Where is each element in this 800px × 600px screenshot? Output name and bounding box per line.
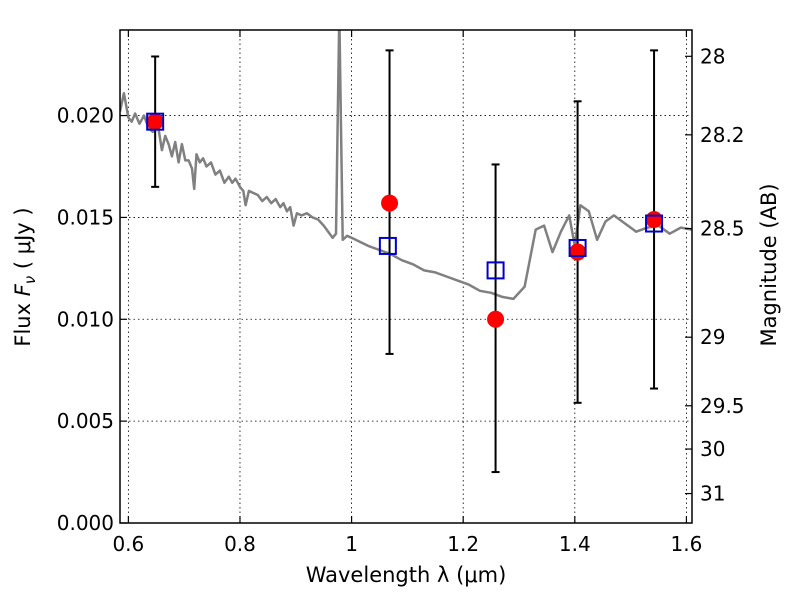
model-photometry-point: [645, 214, 664, 233]
observed-point: [569, 243, 587, 261]
y2-tick-label: 28.5: [700, 217, 745, 241]
model-photometry-points: [146, 112, 664, 280]
y2-tick-label: 28.2: [700, 123, 745, 147]
model-photometry-point: [486, 261, 505, 280]
model-spectrum: [120, 30, 692, 301]
x-tick-label: 1.4: [559, 532, 591, 556]
observed-point: [487, 310, 505, 328]
x-tick-label: 0.8: [224, 532, 256, 556]
y2-tick-label: 30: [700, 437, 725, 461]
y-tick-label: 0.015: [57, 205, 114, 229]
y2-axis-ticks: 28 28.2 28.5 29 29.5 30 31: [685, 44, 745, 506]
y-axis-label-suffix: ( μJy ): [11, 207, 35, 275]
y2-tick-label: 29: [700, 325, 725, 349]
y2-tick-label: 31: [700, 482, 725, 506]
y-tick-label: 0.010: [57, 307, 114, 331]
y-axis-label-prefix: Flux: [11, 296, 35, 346]
observed-point: [645, 210, 663, 228]
plot-area: [120, 30, 692, 523]
x-tick-label: 0.6: [112, 532, 144, 556]
y2-tick-label: 28: [700, 44, 725, 68]
y-tick-label: 0.000: [57, 511, 114, 535]
x-axis-ticks: 0.6 0.8 1 1.2 1.4 1.6: [112, 30, 702, 556]
y-axis-label-symbol: F: [11, 283, 35, 296]
x-tick-label: 1.2: [447, 532, 479, 556]
x-axis-label: Wavelength λ (μm): [306, 563, 507, 587]
x-tick-label: 1: [345, 532, 358, 556]
model-photometry-point: [146, 112, 165, 131]
y-tick-label: 0.005: [57, 409, 114, 433]
y-tick-label: 0.020: [57, 104, 114, 128]
model-photometry-point: [568, 238, 587, 257]
y2-axis-label: Magnitude (AB): [757, 183, 781, 346]
plot-frame: [119, 29, 693, 524]
y-axis-label: Flux Fν ( μJy ): [11, 207, 39, 346]
observed-point: [381, 194, 399, 212]
model-photometry-point: [378, 236, 397, 255]
y-axis-ticks: 0.000 0.005 0.010 0.015 0.020: [57, 104, 127, 535]
y2-tick-label: 29.5: [700, 394, 745, 418]
y-axis-label-subscript: ν: [21, 276, 39, 284]
observed-point: [146, 113, 164, 131]
x-tick-label: 1.6: [671, 532, 703, 556]
model-spectrum-line: [120, 30, 692, 301]
